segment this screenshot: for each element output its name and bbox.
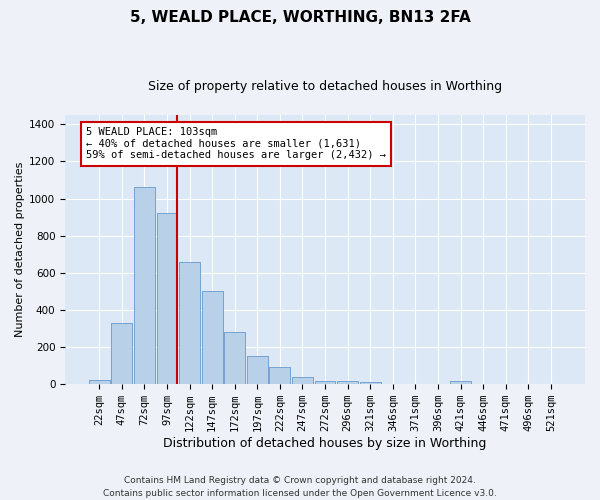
Bar bbox=[337, 382, 358, 384]
Text: 5, WEALD PLACE, WORTHING, BN13 2FA: 5, WEALD PLACE, WORTHING, BN13 2FA bbox=[130, 10, 470, 25]
Bar bbox=[314, 380, 335, 384]
Bar bbox=[202, 292, 223, 384]
Bar bbox=[450, 382, 471, 384]
Bar bbox=[112, 323, 132, 384]
Text: 5 WEALD PLACE: 103sqm
← 40% of detached houses are smaller (1,631)
59% of semi-d: 5 WEALD PLACE: 103sqm ← 40% of detached … bbox=[86, 127, 386, 160]
Bar bbox=[89, 380, 110, 384]
Text: Contains HM Land Registry data © Crown copyright and database right 2024.
Contai: Contains HM Land Registry data © Crown c… bbox=[103, 476, 497, 498]
Bar bbox=[134, 188, 155, 384]
Bar bbox=[247, 356, 268, 384]
Bar bbox=[224, 332, 245, 384]
Y-axis label: Number of detached properties: Number of detached properties bbox=[15, 162, 25, 338]
Bar bbox=[269, 366, 290, 384]
Bar bbox=[360, 382, 380, 384]
Bar bbox=[157, 214, 178, 384]
X-axis label: Distribution of detached houses by size in Worthing: Distribution of detached houses by size … bbox=[163, 437, 487, 450]
Bar bbox=[179, 262, 200, 384]
Bar bbox=[292, 377, 313, 384]
Title: Size of property relative to detached houses in Worthing: Size of property relative to detached ho… bbox=[148, 80, 502, 93]
